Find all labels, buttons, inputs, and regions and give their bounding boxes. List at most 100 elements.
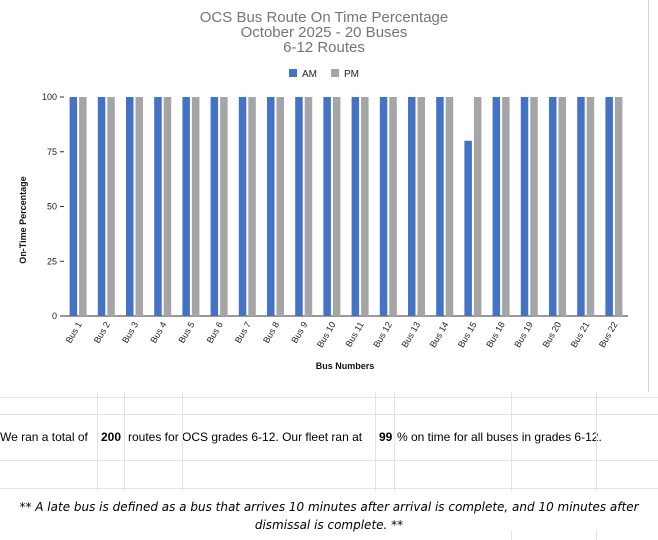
x-tick-label: Bus 20 xyxy=(541,320,564,349)
bar-pm xyxy=(304,97,313,316)
x-tick-label: Bus 1 xyxy=(64,320,84,345)
y-tick-label: 0 xyxy=(52,311,57,321)
x-tick-label: Bus 15 xyxy=(456,320,479,349)
bar-pm xyxy=(361,97,369,316)
bar-am xyxy=(408,97,416,316)
grid-col-line xyxy=(124,392,125,492)
grid-col-line xyxy=(596,392,597,492)
legend: AM PM xyxy=(289,69,359,80)
bar-pm xyxy=(107,97,115,316)
x-tick-label: Bus 11 xyxy=(343,320,365,349)
bar-am xyxy=(351,97,360,316)
y-axis-ticks: 0 25 50 75 100 xyxy=(42,92,64,321)
bar-pm xyxy=(614,97,623,316)
bar-pm xyxy=(502,97,510,316)
bar-chart: OCS Bus Route On Time Percentage October… xyxy=(18,9,628,371)
x-tick-label: Bus 13 xyxy=(400,320,423,349)
grid-row-line xyxy=(0,488,658,489)
x-tick-label: Bus 3 xyxy=(120,320,140,345)
bar-pm xyxy=(135,97,143,316)
bar-am xyxy=(605,97,613,316)
x-tick-label: Bus 18 xyxy=(484,320,507,349)
grid-row-line xyxy=(0,460,658,461)
x-tick-label: Bus 22 xyxy=(597,320,620,349)
x-tick-label: Bus 9 xyxy=(289,320,309,345)
x-axis-ticks: Bus 1 Bus 2 Bus 3 Bus 4 Bus 5 Bus 6 Bus 7 Bus 8… xyxy=(64,320,620,349)
legend-swatch-am xyxy=(289,69,297,77)
x-axis-title: Bus Numbers xyxy=(316,361,375,371)
grid-col-line xyxy=(394,392,395,492)
bar-am xyxy=(295,97,303,316)
grid-col-line xyxy=(97,392,98,492)
bar-am xyxy=(323,97,331,316)
bar-pm xyxy=(586,97,595,316)
bar-am xyxy=(577,97,585,316)
grid-col-line xyxy=(511,530,512,540)
on-time-percent-value[interactable]: 99 xyxy=(379,430,393,444)
bar-pm xyxy=(79,97,87,316)
x-tick-label: Bus 4 xyxy=(148,320,168,345)
x-tick-label: Bus 7 xyxy=(233,320,253,345)
bar-pm xyxy=(332,97,341,316)
bar-am xyxy=(379,97,388,316)
bars xyxy=(69,97,623,316)
chart-area: OCS Bus Route On Time Percentage October… xyxy=(18,0,649,392)
legend-label-pm: PM xyxy=(344,69,359,80)
bar-pm xyxy=(220,97,228,316)
x-tick-label: Bus 14 xyxy=(428,320,451,349)
legend-swatch-pm xyxy=(331,69,339,77)
x-tick-label: Bus 2 xyxy=(92,320,112,345)
grid-row-line xyxy=(0,397,658,398)
summary-prefix: We ran a total of xyxy=(0,430,88,444)
grid-row-line xyxy=(0,414,658,415)
summary-row: We ran a total of 200 routes for OCS gra… xyxy=(0,430,658,446)
total-routes-value[interactable]: 200 xyxy=(101,430,122,444)
chart-frame-edge xyxy=(648,0,649,392)
late-bus-definition-note: ** A late bus is defined as a bus that a… xyxy=(19,500,639,532)
bar-pm xyxy=(248,97,256,316)
summary-suffix: % on time for all buses in grades 6-12. xyxy=(397,430,602,444)
chart-title-line-3: 6-12 Routes xyxy=(283,39,365,56)
y-axis-title: On-Time Percentage xyxy=(18,176,28,263)
x-tick-label: Bus 8 xyxy=(261,320,281,345)
bar-am xyxy=(97,97,106,316)
bar-pm xyxy=(558,97,566,316)
chart-title-line-1: OCS Bus Route On Time Percentage xyxy=(200,9,448,26)
chart-title-line-2: October 2025 - 20 Buses xyxy=(241,24,408,41)
x-tick-label: Bus 5 xyxy=(176,320,196,345)
bar-am xyxy=(238,97,247,316)
grid-col-line xyxy=(596,530,597,540)
y-tick-label: 50 xyxy=(47,202,57,212)
y-tick-label: 75 xyxy=(47,147,57,157)
bar-am xyxy=(436,97,444,316)
legend-label-am: AM xyxy=(302,69,317,80)
y-tick-label: 25 xyxy=(47,256,57,266)
bar-am xyxy=(126,97,134,316)
x-tick-label: Bus 6 xyxy=(205,320,225,345)
bar-pm xyxy=(445,97,454,316)
grid-col-line xyxy=(182,392,183,492)
bar-am xyxy=(492,97,501,316)
bar-pm xyxy=(191,97,200,316)
bar-am xyxy=(154,97,162,316)
bar-pm xyxy=(276,97,284,316)
x-tick-label: Bus 19 xyxy=(512,320,535,349)
bar-pm xyxy=(530,97,538,316)
grid-col-line xyxy=(375,392,376,492)
bar-am xyxy=(549,97,557,316)
y-tick-label: 100 xyxy=(42,92,57,102)
x-tick-label: Bus 21 xyxy=(569,320,592,349)
bar-pm xyxy=(389,97,397,316)
x-tick-label: Bus 10 xyxy=(315,320,338,349)
summary-middle: routes for OCS grades 6-12. Our fleet ra… xyxy=(128,430,363,444)
bar-am xyxy=(520,97,529,316)
grid-col-line xyxy=(511,392,512,492)
bar-pm xyxy=(473,97,482,316)
bar-am xyxy=(69,97,78,316)
bar-am xyxy=(267,97,275,316)
bar-pm xyxy=(417,97,425,316)
bar-am xyxy=(210,97,219,316)
bar-am xyxy=(182,97,190,316)
x-tick-label: Bus 12 xyxy=(371,320,394,349)
bar-pm xyxy=(163,97,172,316)
